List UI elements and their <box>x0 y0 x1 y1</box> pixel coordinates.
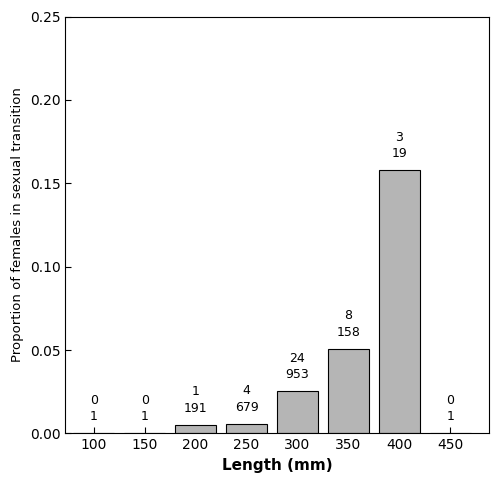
Text: 24: 24 <box>290 352 306 365</box>
Text: 1: 1 <box>90 410 98 424</box>
Text: 3: 3 <box>396 131 403 144</box>
Bar <box>277 392 318 434</box>
Bar <box>328 349 368 434</box>
Bar <box>176 425 216 434</box>
Text: 1: 1 <box>192 385 200 398</box>
Bar <box>226 424 267 434</box>
Text: 0: 0 <box>446 394 454 407</box>
Text: 158: 158 <box>336 326 360 339</box>
Y-axis label: Proportion of females in sexual transition: Proportion of females in sexual transiti… <box>11 88 24 363</box>
Bar <box>379 170 420 434</box>
Text: 0: 0 <box>140 394 148 407</box>
Text: 0: 0 <box>90 394 98 407</box>
Text: 8: 8 <box>344 309 352 322</box>
Text: 191: 191 <box>184 402 208 415</box>
Text: 4: 4 <box>242 384 250 397</box>
Text: 679: 679 <box>234 401 258 414</box>
Text: 1: 1 <box>446 410 454 424</box>
Text: 953: 953 <box>286 368 310 381</box>
X-axis label: Length (mm): Length (mm) <box>222 458 332 473</box>
Text: 19: 19 <box>392 147 407 160</box>
Text: 1: 1 <box>141 410 148 424</box>
